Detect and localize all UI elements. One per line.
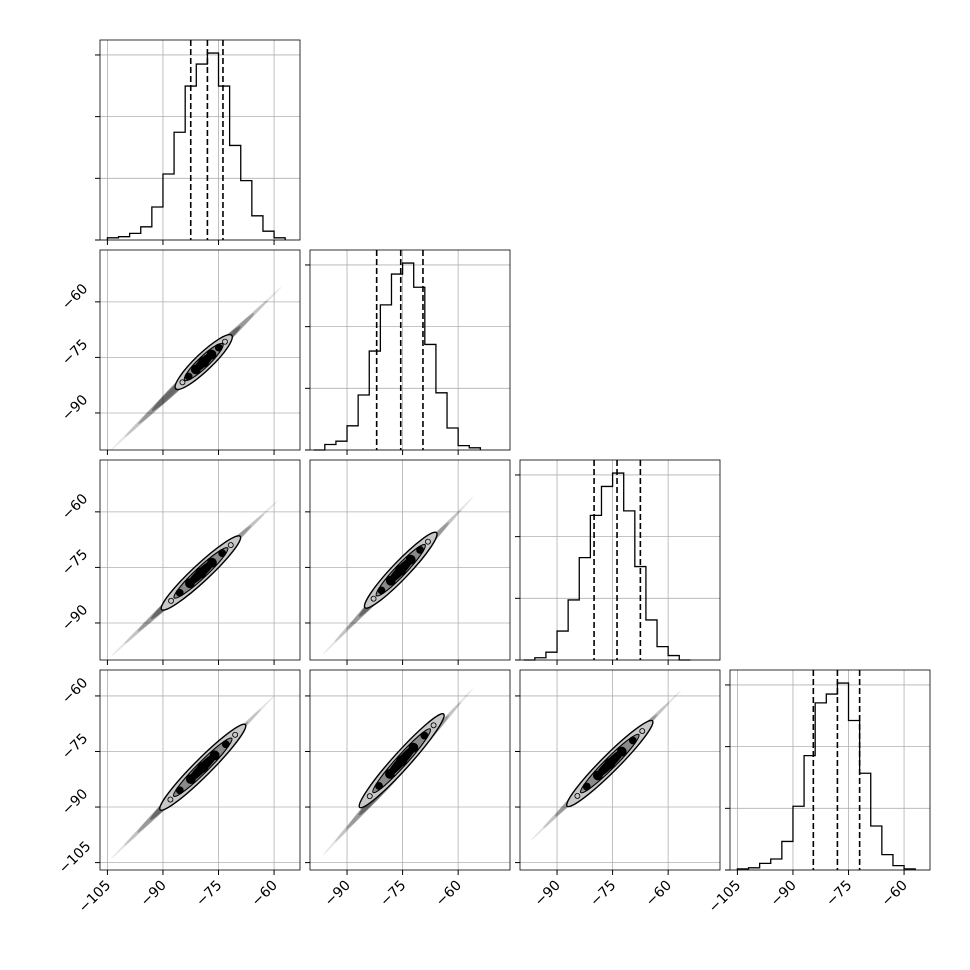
density-peak [206, 349, 217, 360]
density-peak [175, 588, 184, 597]
contour-marker [366, 793, 373, 800]
x-tick-label: −75 [587, 878, 619, 910]
histogram-step [736, 682, 916, 870]
density-peak [209, 750, 220, 761]
y-tick-label: −105 [56, 839, 95, 878]
histogram-panel [95, 39, 301, 245]
x-tick-label: −90 [138, 878, 170, 910]
pair-panel: −90 −75 −60 [515, 669, 721, 910]
pair-panel [305, 459, 511, 665]
panel-frame [309, 459, 511, 661]
density-peak [207, 557, 217, 568]
y-tick-label: −60 [59, 675, 91, 707]
density-peak [184, 372, 193, 381]
y-tick-label: −60 [59, 281, 91, 313]
density-peak [604, 758, 616, 769]
contour-group [566, 719, 654, 808]
density-peak [616, 746, 627, 757]
density-peak [195, 567, 207, 579]
x-tick-label: −105 [706, 878, 745, 917]
x-tick-label: −75 [193, 878, 225, 910]
density-peak [420, 731, 429, 740]
y-tick-label: −75 [59, 731, 91, 763]
corner-plot-panels: −105 −90 −75 −60 −90 −75 −60 −90 −75 −60 −105 −90 −7… [56, 39, 931, 917]
density-peak [592, 770, 603, 781]
histogram-step [313, 262, 482, 451]
x-tick-label: −60 [879, 878, 911, 910]
y-tick-label: −75 [59, 336, 91, 368]
density-peak [405, 554, 416, 565]
x-tick-label: −60 [643, 878, 675, 910]
density-peak [396, 755, 408, 767]
contour-marker [221, 338, 228, 345]
contour-marker [424, 538, 431, 545]
density-peak [416, 546, 424, 554]
histogram-panel: −105 −90 −75 −60 [706, 669, 931, 917]
contour-marker [232, 731, 239, 738]
contour-group [363, 531, 438, 609]
histogram-step [106, 52, 286, 240]
density-peak [185, 774, 196, 785]
panel-frame [99, 459, 301, 661]
pair-panel: −105 −90 −75 −60 −105 −90 −75 −60 [56, 669, 301, 917]
pair-panel: −90 −75 −60 [59, 249, 301, 455]
y-tick-label: −90 [59, 392, 91, 424]
pair-panel: −90 −75 −60 [305, 669, 511, 910]
y-tick-label: −75 [59, 546, 91, 578]
density-peak [385, 768, 395, 779]
density-peak [221, 740, 230, 749]
x-tick-label: −60 [433, 878, 465, 910]
density-peak [582, 782, 591, 791]
x-tick-label: −105 [76, 878, 115, 917]
x-tick-label: −90 [532, 878, 564, 910]
contour-marker [430, 722, 437, 729]
x-tick-label: −90 [322, 878, 354, 910]
histogram-step [523, 472, 691, 661]
panel-frame [309, 249, 511, 451]
density-peak [175, 786, 184, 795]
contour-marker [370, 595, 377, 602]
panel-frame [519, 459, 721, 661]
histogram-panel [515, 459, 721, 665]
density-peak [385, 575, 396, 586]
density-peak [395, 564, 407, 576]
density-peak [197, 761, 209, 773]
contour-marker [167, 796, 174, 803]
contour-group [159, 723, 247, 811]
density-peak [628, 736, 637, 745]
contour-marker [574, 793, 581, 799]
contour-group [160, 535, 242, 611]
x-tick-label: −90 [768, 878, 800, 910]
x-tick-label: −75 [377, 878, 409, 910]
x-tick-label: −75 [823, 878, 855, 910]
density-peak [185, 578, 195, 589]
density-peak [214, 343, 223, 352]
histogram-panel [305, 249, 511, 455]
density-peak [190, 364, 201, 375]
panel-frame [729, 669, 931, 871]
panel-frame [519, 669, 721, 871]
contour-group [358, 713, 445, 809]
contour-marker [179, 379, 186, 386]
y-tick-label: −60 [59, 491, 91, 523]
density-peak [408, 742, 419, 753]
panel-frame [99, 249, 301, 451]
contour-group [174, 333, 233, 391]
panel-frame [99, 669, 301, 871]
density-peak [198, 356, 210, 368]
contour-marker [639, 728, 646, 735]
x-tick-label: −60 [249, 878, 281, 910]
density-peak [375, 782, 383, 790]
panel-frame [309, 669, 511, 871]
y-tick-label: −90 [59, 786, 91, 818]
y-tick-label: −90 [59, 602, 91, 634]
contour-marker [168, 597, 175, 604]
pair-panel: −90 −75 −60 [59, 459, 301, 665]
panel-frame [99, 39, 301, 241]
density-peak [377, 586, 386, 595]
contour-marker [227, 542, 234, 549]
density-peak [218, 549, 227, 558]
